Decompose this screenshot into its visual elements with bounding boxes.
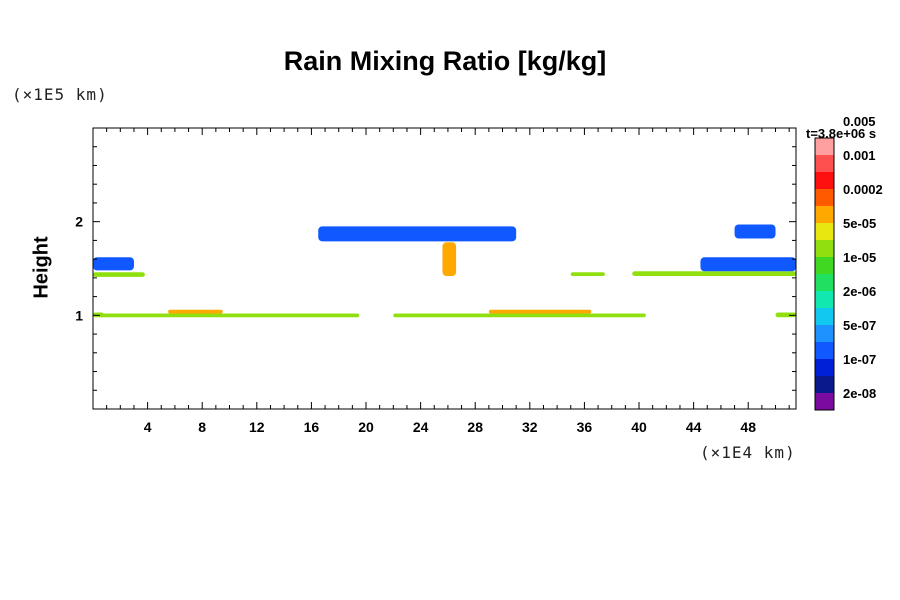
colorbar-swatch bbox=[815, 155, 834, 172]
axis-ticks bbox=[93, 128, 796, 409]
colorbar-swatch bbox=[815, 308, 834, 325]
plot-frame bbox=[92, 127, 797, 410]
colorbar-swatch bbox=[815, 240, 834, 257]
feature-upper-layer-east bbox=[734, 224, 776, 239]
x-tick-label: 32 bbox=[522, 419, 538, 435]
colorbar: 2e-08 1e-07 5e-07 2e-06 1e-05 5e-05 0.0002 0.00… bbox=[814, 114, 883, 411]
feature-mid-layer-center bbox=[570, 272, 605, 276]
feature-lower-layer-edge-east bbox=[775, 312, 796, 318]
x-tick-label: 24 bbox=[413, 419, 429, 435]
x-tick-label: 28 bbox=[467, 419, 483, 435]
feature-lower-layer-main bbox=[99, 313, 360, 318]
x-axis-unit: (×1E4 km) bbox=[700, 443, 796, 462]
colorbar-swatch bbox=[815, 172, 834, 189]
data-features bbox=[93, 224, 796, 318]
colorbar-frame bbox=[814, 137, 835, 411]
feature-mid-layer-west bbox=[93, 272, 145, 277]
x-tick-labels: 4 8 12 16 20 24 28 32 36 40 44 48 bbox=[144, 419, 757, 435]
x-tick-label: 4 bbox=[144, 419, 152, 435]
feature-lower-layer-bump-1 bbox=[168, 309, 223, 314]
chart-title: Rain Mixing Ratio [kg/kg] bbox=[283, 46, 607, 76]
x-tick-label: 16 bbox=[304, 419, 320, 435]
colorbar-swatch bbox=[815, 393, 834, 410]
x-tick-label: 40 bbox=[631, 419, 647, 435]
colorbar-label: 5e-05 bbox=[843, 216, 876, 231]
x-tick-label: 48 bbox=[740, 419, 756, 435]
x-tick-label: 8 bbox=[198, 419, 206, 435]
colorbar-swatch bbox=[815, 274, 834, 291]
colorbar-label: 0.005 bbox=[843, 114, 876, 129]
feature-mid-layer-east bbox=[632, 271, 796, 276]
feature-lower-layer-east bbox=[393, 313, 646, 318]
colorbar-swatch bbox=[815, 325, 834, 342]
colorbar-label: 0.0002 bbox=[843, 182, 883, 197]
colorbar-label: 0.001 bbox=[843, 148, 876, 163]
feature-convective-column bbox=[442, 242, 457, 276]
colorbar-label: 2e-06 bbox=[843, 284, 876, 299]
x-tick-label: 20 bbox=[358, 419, 374, 435]
colorbar-swatch bbox=[815, 257, 834, 274]
y-tick-labels: 12 bbox=[75, 214, 83, 324]
feature-cloud-east bbox=[700, 257, 796, 272]
colorbar-label: 1e-05 bbox=[843, 250, 876, 265]
x-tick-label: 44 bbox=[686, 419, 702, 435]
colorbar-swatch bbox=[815, 189, 834, 206]
y-tick-label: 2 bbox=[75, 214, 83, 230]
colorbar-swatch bbox=[815, 359, 834, 376]
feature-lower-layer-bump-2 bbox=[488, 309, 592, 314]
x-tick-label: 36 bbox=[577, 419, 593, 435]
colorbar-swatch bbox=[815, 291, 834, 308]
colorbar-swatch bbox=[815, 223, 834, 240]
y-tick-label: 1 bbox=[75, 307, 83, 323]
time-stamp: t=3.8e+06 s bbox=[806, 126, 877, 141]
feature-upper-layer-center bbox=[318, 226, 517, 242]
colorbar-swatch bbox=[815, 376, 834, 393]
colorbar-swatch bbox=[815, 342, 834, 359]
x-tick-label: 12 bbox=[249, 419, 265, 435]
feature-cloud-west bbox=[93, 257, 134, 271]
colorbar-swatch bbox=[815, 206, 834, 223]
y-axis-unit: (×1E5 km) bbox=[12, 85, 108, 104]
colorbar-label: 2e-08 bbox=[843, 386, 876, 401]
colorbar-label: 5e-07 bbox=[843, 318, 876, 333]
colorbar-swatch bbox=[815, 138, 834, 155]
colorbar-label: 1e-07 bbox=[843, 352, 876, 367]
